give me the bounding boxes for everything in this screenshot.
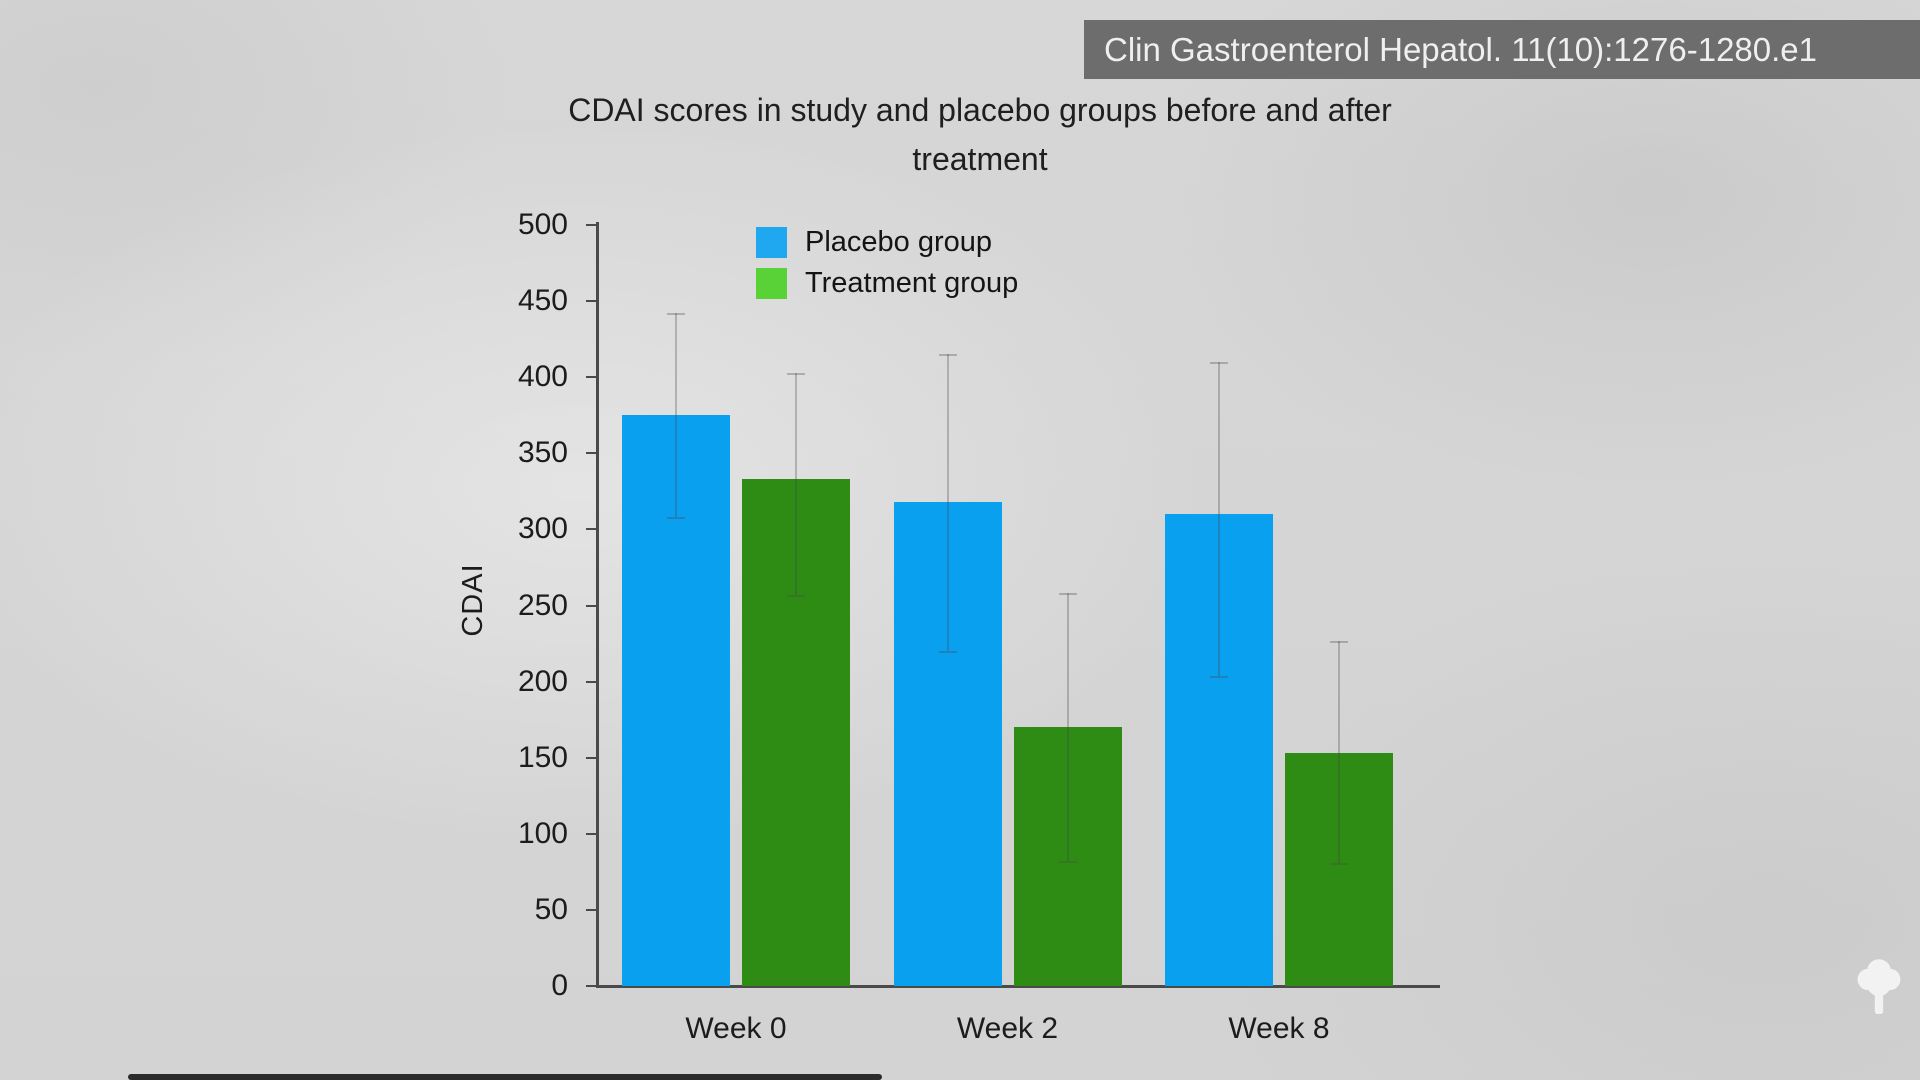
error-bar-treatment-group-week-8-cap-bottom [1330,862,1348,865]
error-bar-treatment-group-week-2-cap-bottom [1058,861,1077,864]
y-tick-label: 200 [517,664,568,698]
x-axis [596,985,1440,988]
error-bar-treatment-group-week-2-cap-top [1058,593,1077,596]
legend-label: Placebo group [805,225,993,258]
y-tick [586,604,597,607]
legend: Placebo group Treatment group [756,226,1018,308]
x-axis-label-week-8: Week 8 [1228,1012,1330,1045]
error-bar-placebo-group-week-8-cap-top [1210,361,1228,364]
y-tick [586,756,597,759]
y-tick-label: 50 [534,892,568,926]
y-tick [586,224,597,226]
y-tick [586,300,597,303]
error-bar-treatment-group-week-0-cap-bottom [787,594,805,597]
y-tick [586,452,597,455]
error-bar-placebo-group-week-0 [675,313,677,518]
bar-placebo-group-week-0 [622,415,730,986]
y-tick [586,528,597,531]
x-axis-label-week-2: Week 2 [956,1012,1059,1045]
y-tick [586,832,597,835]
y-tick-label: 250 [517,588,568,622]
y-tick [586,985,597,987]
bar-placebo-group-week-8 [1165,514,1273,986]
legend-label: Treatment group [805,266,1019,299]
progress-bar[interactable] [128,1074,882,1080]
error-bar-treatment-group-week-2 [1066,593,1069,862]
error-bar-placebo-group-week-2-cap-bottom [938,651,957,654]
y-tick-label: 0 [551,969,568,1002]
error-bar-placebo-group-week-2-cap-top [938,354,957,357]
legend-item-treatment-group: Treatment group [756,267,1018,299]
y-tick-label: 350 [517,436,568,470]
legend-swatch-placebo-group [756,226,787,258]
y-tick [586,680,597,683]
error-bar-placebo-group-week-0-cap-bottom [667,517,685,520]
y-tick-label: 450 [517,284,568,318]
bar-placebo-group-week-2 [893,502,1002,986]
y-tick-label: 150 [517,740,568,774]
page-title: CDAI scores in study and placebo groups … [568,92,1392,177]
legend-item-placebo-group: Placebo group [756,226,1018,258]
bar-treatment-group-week-2 [1013,727,1122,986]
bar-treatment-group-week-8 [1285,753,1393,986]
tree-icon [1855,958,1903,1019]
error-bar-placebo-group-week-0-cap-top [667,313,685,316]
y-tick-label: 300 [517,512,568,546]
legend-swatch-treatment-group [756,267,787,299]
y-tick-label: 100 [517,816,568,850]
citation-text: Clin Gastroenterol Hepatol. 11(10):1276-… [1104,31,1817,68]
error-bar-treatment-group-week-0 [795,372,797,595]
y-tick [586,376,597,379]
y-tick [586,908,597,911]
error-bar-treatment-group-week-0-cap-top [787,372,805,375]
bar-treatment-group-week-0 [742,479,850,986]
y-tick-label: 400 [517,360,568,394]
error-bar-placebo-group-week-8 [1218,361,1220,676]
error-bar-placebo-group-week-8-cap-bottom [1210,675,1228,678]
citation-banner: Clin Gastroenterol Hepatol. 11(10):1276-… [1084,20,1920,79]
y-axis [596,222,599,988]
error-bar-treatment-group-week-8 [1338,640,1340,863]
y-tick-label: 500 [517,208,568,241]
error-bar-placebo-group-week-2 [946,354,949,652]
error-bar-treatment-group-week-8-cap-top [1330,640,1348,643]
x-axis-label-week-0: Week 0 [685,1012,787,1045]
